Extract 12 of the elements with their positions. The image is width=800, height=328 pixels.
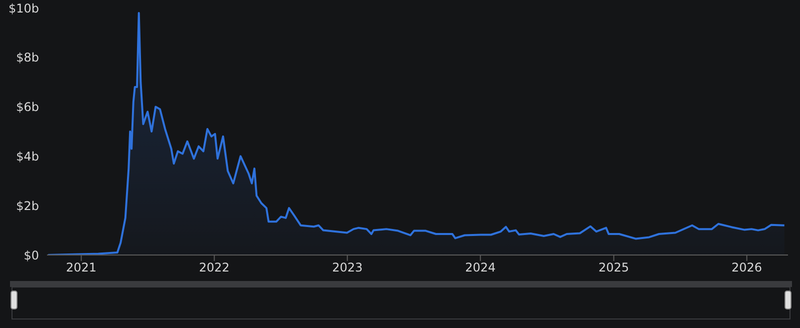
x-tick-label: 2021 [66, 260, 97, 275]
y-tick-label: $0 [24, 248, 39, 262]
y-tick-label: $4b [16, 149, 39, 164]
y-tick-label: $2b [16, 198, 39, 213]
x-tick-label: 2026 [732, 260, 762, 275]
x-tick-label: 2022 [199, 260, 230, 275]
y-tick-label: $8b [16, 50, 39, 65]
x-tick-label: 2025 [598, 260, 630, 275]
y-tick-label: $6b [16, 100, 39, 114]
y-tick-label: $10b [8, 1, 39, 16]
x-tick-label: 2023 [332, 260, 363, 275]
x-tick-label: 2024 [465, 260, 496, 275]
